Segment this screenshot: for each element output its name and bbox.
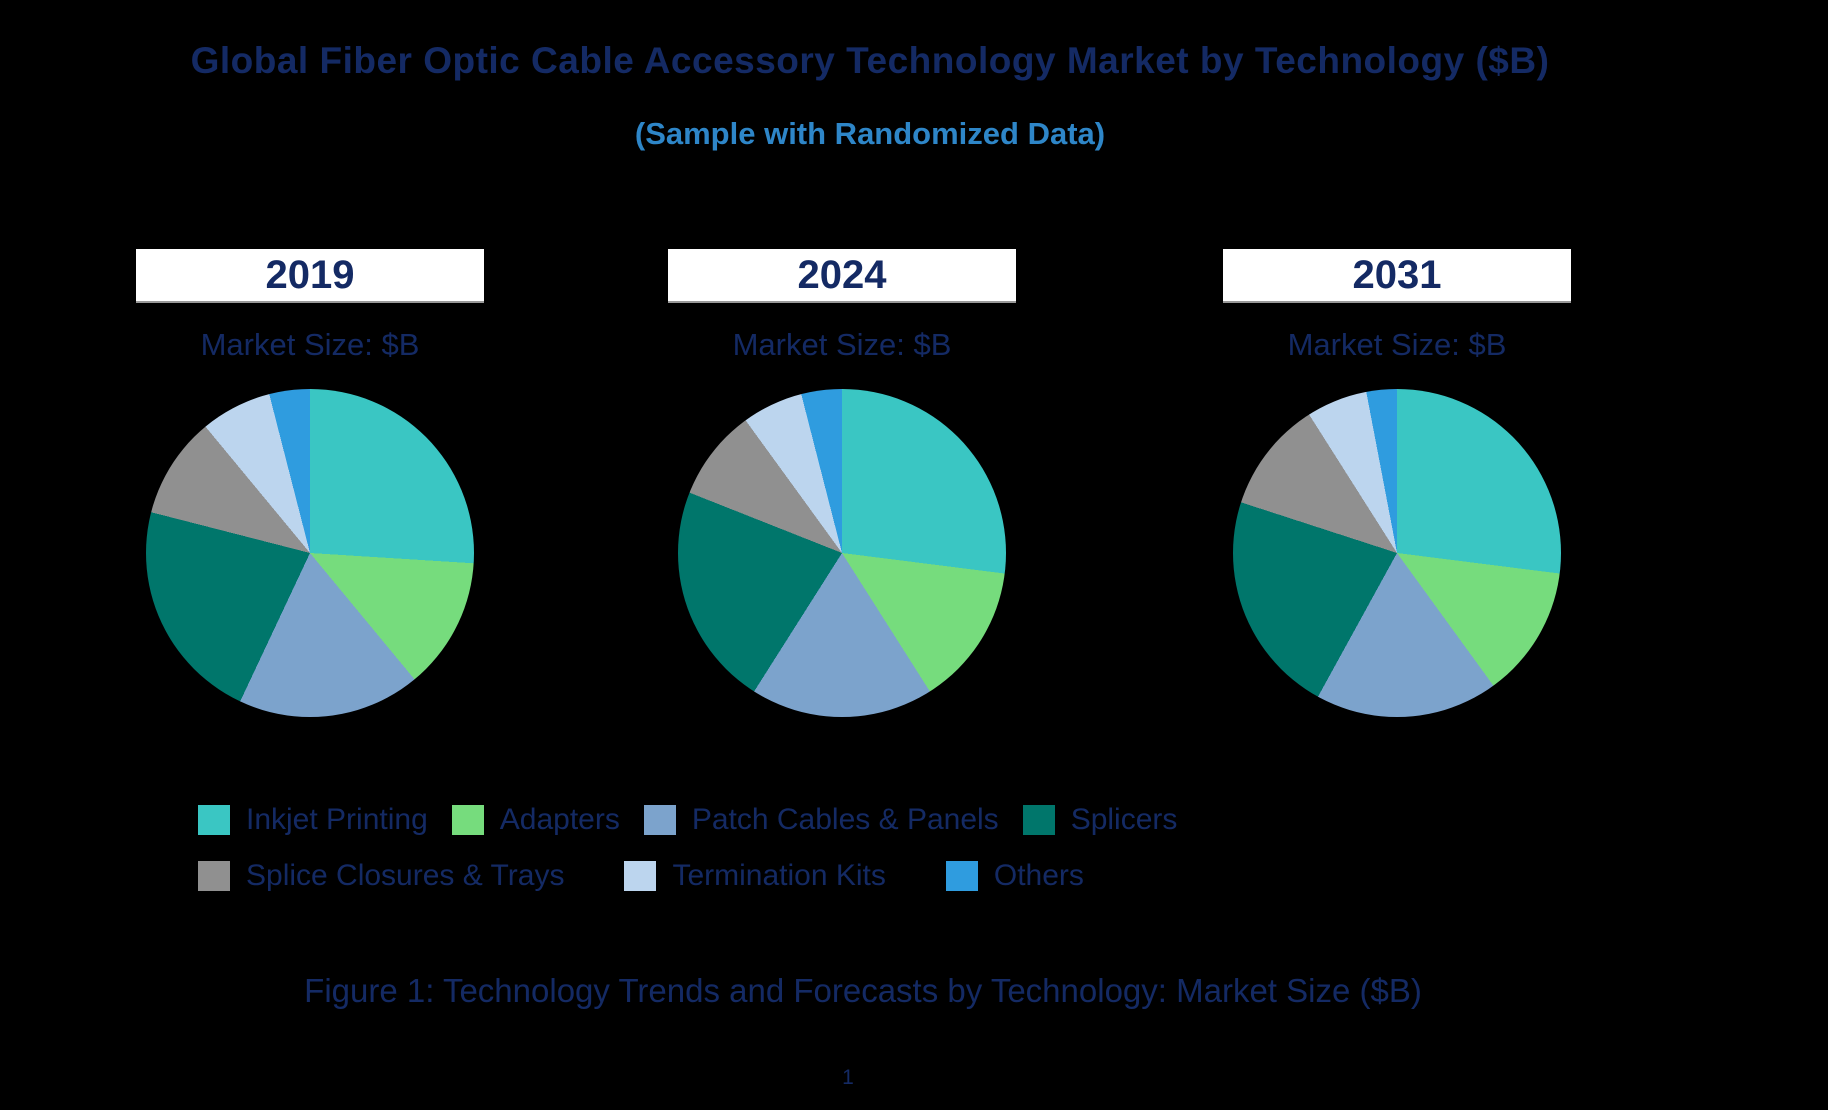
legend-item-splice-closures-trays: Splice Closures & Trays	[198, 858, 564, 894]
legend-swatch-icon	[451, 805, 484, 835]
legend-item-splicers: Splicers	[1022, 802, 1178, 838]
chart-title: Global Fiber Optic Cable Accessory Techn…	[190, 40, 1550, 81]
legend-label: Patch Cables & Panels	[691, 803, 999, 836]
pie-chart-2024	[678, 389, 1006, 717]
legend-label: Others	[993, 859, 1084, 892]
column-2024: 2024 Market Size: $B	[668, 249, 1016, 717]
legend-swatch-icon	[1022, 805, 1055, 835]
legend-swatch-icon	[624, 861, 657, 891]
legend-item-inkjet-printing: Inkjet Printing	[198, 802, 428, 838]
legend-label: Inkjet Printing	[246, 803, 428, 836]
legend-item-patch-cables-panels: Patch Cables & Panels	[643, 802, 999, 838]
year-label: 2024	[797, 252, 887, 297]
year-label: 2031	[1352, 252, 1442, 297]
year-header-2024: 2024	[668, 249, 1016, 303]
column-2019: 2019 Market Size: $B	[136, 249, 484, 717]
legend-label: Splice Closures & Trays	[246, 859, 565, 892]
figure-caption: Figure 1: Technology Trends and Forecast…	[304, 972, 1422, 1009]
legend-swatch-icon	[198, 805, 230, 835]
market-size-label: Market Size: $B	[200, 327, 420, 362]
legend-swatch-icon	[198, 861, 230, 891]
chart-subtitle: (Sample with Randomized Data)	[634, 116, 1106, 151]
legend-label: Termination Kits	[672, 859, 886, 892]
market-size-label: Market Size: $B	[1287, 327, 1507, 362]
column-2031: 2031 Market Size: $B	[1223, 249, 1571, 717]
legend-item-others: Others	[945, 858, 1084, 894]
legend-label: Splicers	[1070, 803, 1178, 836]
year-header-2031: 2031	[1223, 249, 1571, 303]
legend-row-1: Inkjet Printing Adapters Patch Cables & …	[198, 802, 1177, 838]
legend-label: Adapters	[499, 803, 620, 836]
page-number: 1	[842, 1066, 854, 1089]
legend-item-termination-kits: Termination Kits	[624, 858, 886, 894]
pie-chart-2031	[1233, 389, 1561, 717]
pie-chart-2019	[146, 389, 474, 717]
chart-legend: Inkjet Printing Adapters Patch Cables & …	[198, 802, 1177, 894]
year-label: 2019	[265, 252, 355, 297]
legend-item-adapters: Adapters	[451, 802, 620, 838]
market-size-label: Market Size: $B	[732, 327, 952, 362]
legend-row-2: Splice Closures & Trays Termination Kits…	[198, 858, 1177, 894]
year-header-2019: 2019	[136, 249, 484, 303]
legend-swatch-icon	[643, 805, 676, 835]
legend-swatch-icon	[945, 861, 978, 891]
